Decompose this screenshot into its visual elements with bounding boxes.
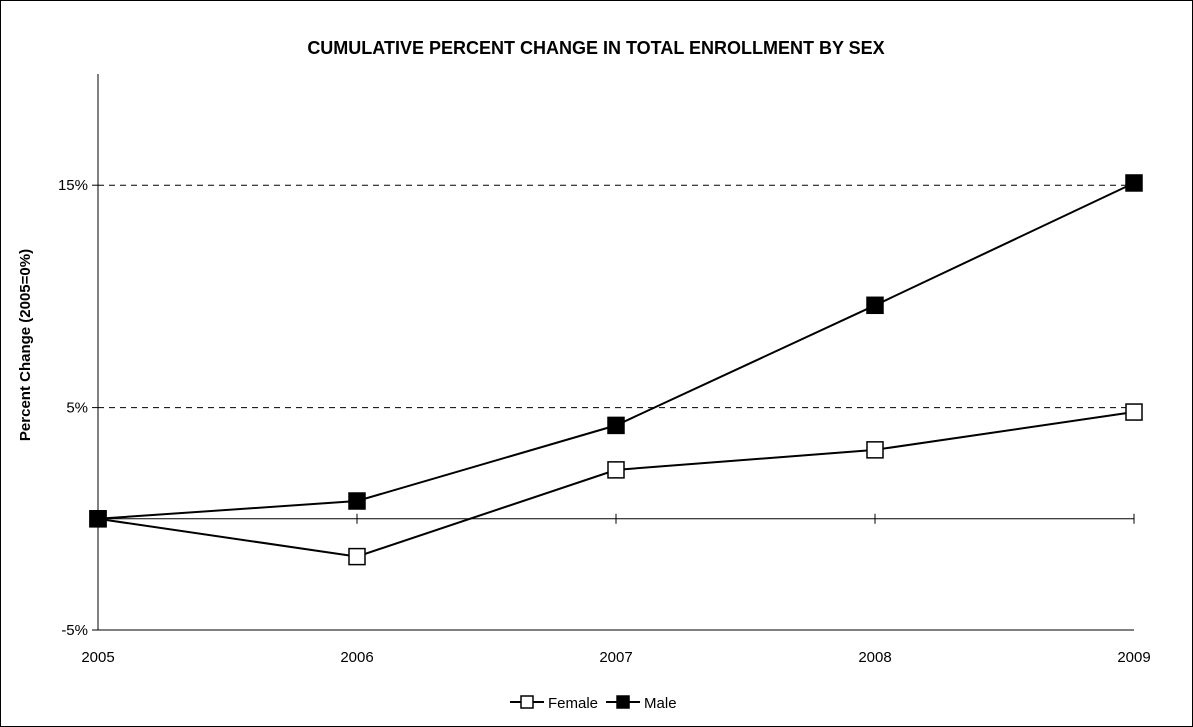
data-point-male	[89, 510, 107, 528]
y-tick-label: -5%	[61, 622, 88, 639]
data-point-male	[607, 416, 625, 435]
x-tick-label: 2006	[340, 649, 373, 666]
y-axis-label: Percent Change (2005=0%)	[17, 249, 34, 441]
legend-label-female: Female	[548, 695, 598, 712]
gridlines	[98, 184, 1134, 409]
legend: Female Male	[510, 695, 677, 712]
x-tick-label: 2005	[81, 649, 114, 666]
data-point-male	[348, 492, 366, 510]
legend-marker-male	[616, 695, 630, 709]
data-point-male	[866, 296, 884, 315]
y-tick-label: 15%	[58, 177, 88, 194]
axes	[92, 74, 1135, 631]
chart-title: CUMULATIVE PERCENT CHANGE IN TOTAL ENROL…	[307, 38, 884, 58]
data-point-female	[1125, 403, 1143, 421]
x-tick-label: 2008	[858, 649, 891, 666]
legend-marker-female	[520, 695, 534, 709]
y-tick-label: 5%	[66, 400, 88, 417]
data-point-female	[866, 441, 884, 459]
data-point-male	[1125, 174, 1143, 192]
data-point-female	[348, 547, 366, 566]
tick-labels: -5% 5% 15% 2005 2006 2007 2008 2009	[58, 177, 1151, 666]
x-tick-label: 2009	[1117, 649, 1150, 666]
data-point-female	[607, 461, 625, 479]
legend-label-male: Male	[644, 695, 677, 712]
x-tick-label: 2007	[599, 649, 632, 666]
series	[89, 174, 1143, 566]
